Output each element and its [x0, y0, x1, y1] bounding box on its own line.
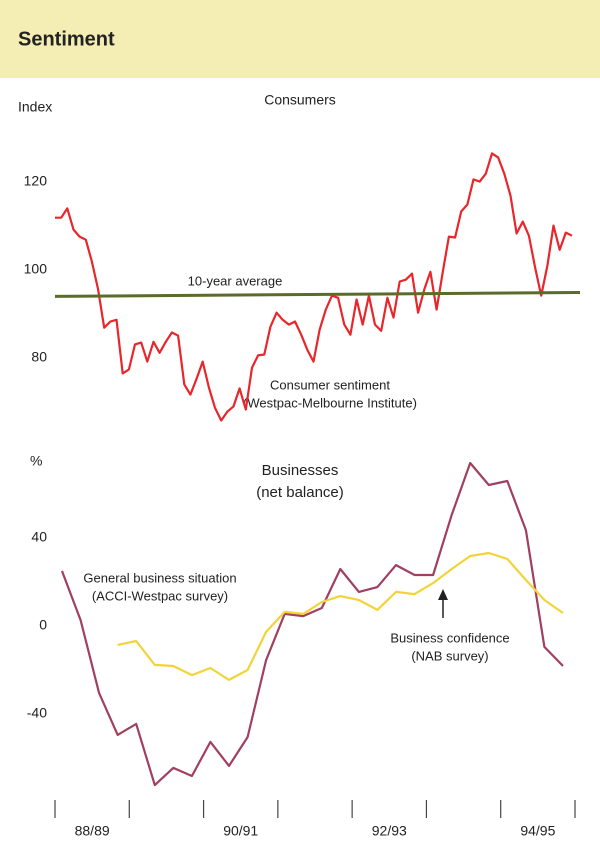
y-axis-label: Index: [18, 99, 52, 115]
series-source: (ACCI-Westpac survey): [92, 588, 228, 603]
series-label: Consumer sentiment: [270, 377, 390, 392]
y-tick-label: -40: [27, 705, 47, 721]
page-title: Sentiment: [18, 28, 115, 50]
series-line: [117, 551, 564, 681]
y-tick-label: 100: [24, 260, 48, 276]
y-tick-label: 0: [39, 617, 47, 633]
x-tick-label: 90/91: [223, 823, 258, 839]
y-tick-label: 120: [24, 172, 48, 188]
y-tick-label: 40: [31, 529, 47, 545]
series-label: 10-year average: [188, 273, 283, 288]
header-band: [0, 0, 600, 78]
arrow-head: [438, 589, 448, 600]
chart-subtitle: (net balance): [256, 484, 344, 501]
chart-title: Consumers: [264, 92, 336, 108]
series-label: General business situation: [83, 570, 236, 585]
series-source: (Westpac-Melbourne Institute): [243, 395, 417, 410]
series-label: Business confidence: [390, 630, 509, 645]
series-source: (NAB survey): [411, 648, 488, 663]
x-tick-label: 94/95: [520, 823, 555, 839]
chart-title: Businesses: [262, 462, 339, 479]
x-tick-label: 88/89: [75, 823, 110, 839]
y-axis-label: %: [30, 453, 42, 469]
series-line: [60, 461, 564, 787]
series-line: [54, 291, 581, 298]
x-tick-label: 92/93: [372, 823, 407, 839]
series-line: [55, 152, 573, 422]
y-tick-label: 80: [31, 348, 47, 364]
